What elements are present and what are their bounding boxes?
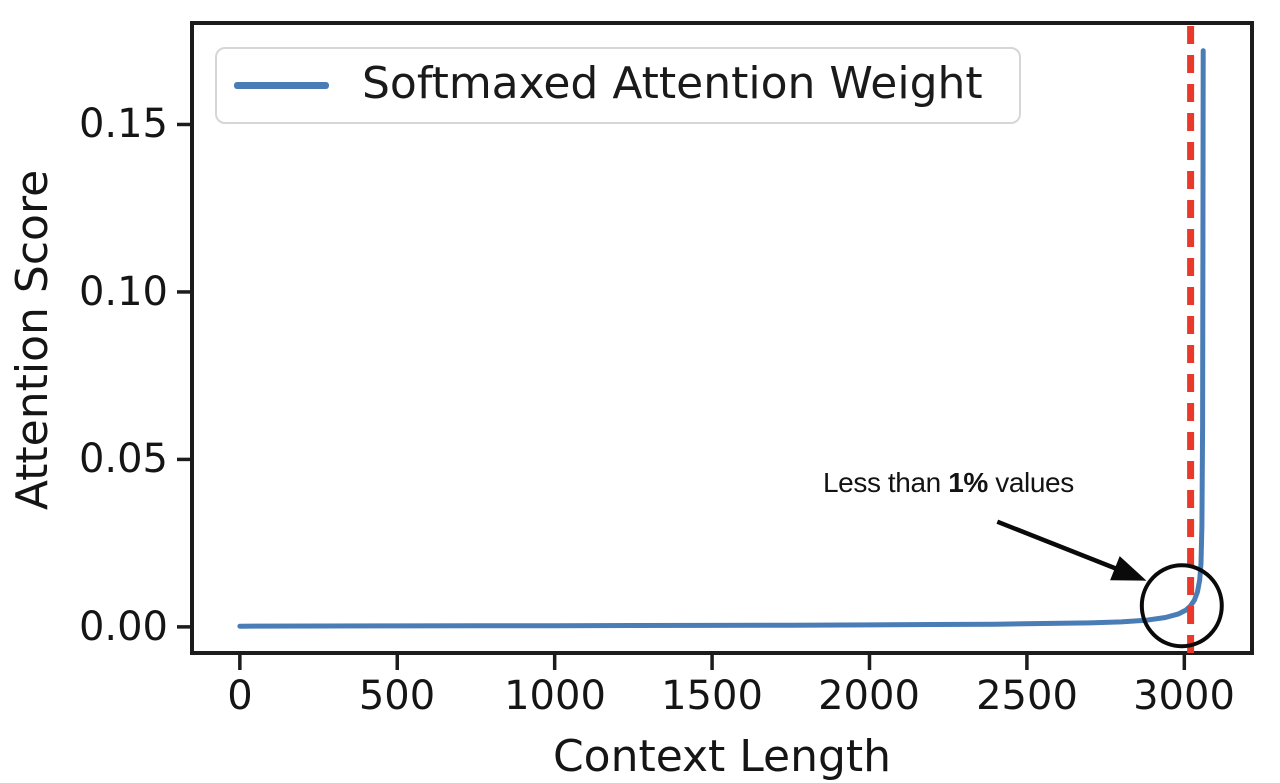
x-tick-label-3000: 3000: [1133, 673, 1235, 719]
x-tick-label-1500: 1500: [661, 673, 763, 719]
y-tick-label-0.10: 0.10: [78, 269, 168, 315]
annotation-label: Less than 1% values: [823, 467, 1074, 499]
legend-label: Softmaxed Attention Weight: [362, 58, 983, 109]
attention-curve-line: [237, 48, 1206, 629]
y-tick-label-0.00: 0.00: [78, 604, 168, 650]
legend: Softmaxed Attention Weight: [215, 47, 1021, 124]
x-tick-label-2500: 2500: [976, 673, 1078, 719]
highlight-circle: [1139, 563, 1224, 649]
annotation-arrow-shaft: [996, 519, 1122, 573]
x-tick-label-2000: 2000: [818, 673, 920, 719]
annotation-bold-value: 1%: [948, 467, 988, 498]
plot-spines: [190, 21, 1254, 655]
annotation-prefix: Less than: [823, 467, 949, 498]
annotation-arrow-head: [1110, 556, 1147, 581]
annotation-suffix: values: [987, 467, 1074, 498]
x-axis-title: Context Length: [552, 731, 892, 782]
x-tick-label-500: 500: [358, 673, 436, 719]
x-tick-label-1000: 1000: [504, 673, 606, 719]
y-tick-label-0.05: 0.05: [78, 436, 168, 482]
x-tick-label-0: 0: [227, 673, 253, 719]
y-tick-label-0.15: 0.15: [78, 101, 168, 147]
y-axis-title: Attention Score: [7, 169, 58, 511]
legend-line-swatch: [234, 82, 329, 89]
